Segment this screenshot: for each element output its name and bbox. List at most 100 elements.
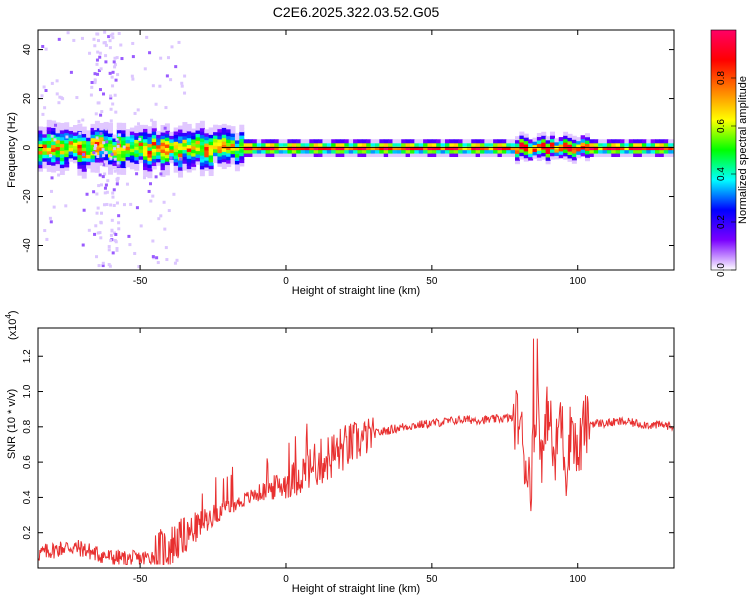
heatmap-cell: [318, 146, 324, 151]
heatmap-cell: [606, 152, 612, 158]
heatmap-cell: [114, 110, 118, 114]
heatmap-cell: [532, 144, 538, 149]
heatmap-cell: [309, 152, 315, 158]
heatmap-cell: [234, 136, 240, 141]
heatmap-cell: [331, 146, 337, 151]
x-tick-label: -50: [133, 276, 148, 287]
heatmap-cell: [370, 152, 376, 158]
heatmap-cell: [466, 146, 472, 151]
heatmap-cell: [646, 152, 652, 158]
heatmap-cell: [620, 149, 626, 154]
heatmap-cell: [213, 138, 219, 143]
heatmap-cell: [64, 125, 70, 130]
heatmap-cell: [80, 36, 84, 40]
heatmap-cell: [405, 152, 411, 158]
heatmap-cell: [115, 182, 119, 186]
heatmap-cell: [143, 169, 149, 174]
heatmap-cell: [68, 133, 74, 138]
heatmap-cell: [195, 150, 201, 155]
x-tick-label: 0: [283, 574, 289, 585]
heatmap-cell: [576, 150, 582, 155]
heatmap-cell: [374, 139, 380, 144]
heatmap-cell: [515, 143, 520, 148]
heatmap-cell: [611, 142, 617, 147]
snr-panel: -50 0 50 100 0.2 0.4 0.6 0.8 1.0 1.2 Height of s…: [4, 310, 675, 595]
heatmap-cell: [173, 161, 179, 166]
heatmap-cell: [127, 234, 131, 238]
heatmap-cell: [234, 150, 240, 155]
heatmap-cell: [423, 139, 429, 144]
heatmap-cell: [331, 139, 337, 144]
heatmap-cell: [73, 135, 78, 140]
heatmap-cell: [615, 152, 621, 158]
heatmap-cell: [383, 152, 389, 158]
heatmap-cell: [213, 158, 219, 164]
heatmap-cell: [353, 149, 359, 154]
heatmap-cell: [173, 148, 179, 153]
heatmap-cell: [637, 139, 643, 144]
heatmap-cell: [620, 146, 626, 151]
heatmap-cell: [169, 142, 175, 147]
heatmap-cell: [86, 130, 92, 135]
heatmap-cell: [550, 148, 555, 153]
heatmap-cell: [96, 206, 100, 210]
heatmap-cell: [147, 129, 153, 134]
heatmap-cell: [663, 152, 669, 158]
heatmap-cell: [147, 126, 153, 131]
heatmap-cell: [296, 149, 302, 154]
heatmap-cell: [234, 146, 240, 151]
heatmap-cell: [85, 192, 89, 196]
heatmap-cell: [501, 139, 507, 144]
heatmap-cell: [221, 151, 227, 156]
heatmap-cell: [580, 142, 586, 147]
heatmap-cell: [103, 128, 109, 133]
heatmap-cell: [239, 138, 245, 143]
heatmap-cell: [108, 46, 112, 50]
heatmap-cell: [90, 123, 96, 128]
heatmap-cell: [221, 123, 227, 128]
heatmap-cell: [113, 93, 117, 97]
heatmap-cell: [208, 165, 214, 170]
heatmap-cell: [466, 152, 472, 158]
heatmap-cell: [563, 155, 569, 160]
heatmap-cell: [637, 146, 643, 151]
heatmap-cell: [335, 152, 341, 158]
heatmap-cell: [497, 146, 503, 151]
heatmap-cell: [663, 139, 669, 144]
heatmap-cell: [178, 139, 184, 144]
heatmap-cell: [554, 138, 560, 143]
heatmap-cell: [318, 139, 324, 144]
heatmap-cell: [637, 149, 643, 154]
heatmap-cell: [99, 136, 105, 141]
heatmap-cell: [129, 134, 135, 139]
heatmap-cell: [81, 174, 87, 179]
heatmap-cell: [545, 136, 551, 141]
heatmap-cell: [94, 127, 100, 132]
heatmap-cell: [462, 139, 468, 144]
heatmap-cell: [111, 251, 115, 255]
heatmap-cell: [536, 150, 542, 155]
heatmap-cell: [59, 170, 65, 175]
heatmap-cell: [116, 170, 122, 175]
heatmap-cell: [99, 220, 103, 224]
heatmap-cell: [38, 147, 43, 152]
heatmap-cell: [109, 94, 113, 98]
heatmap-cell: [558, 137, 564, 142]
heatmap-cell: [458, 149, 464, 154]
heatmap-cell: [541, 131, 547, 136]
heatmap-cell: [107, 248, 111, 252]
heatmap-cell: [94, 152, 98, 156]
heatmap-cell: [269, 152, 275, 158]
heatmap-cell: [92, 151, 96, 155]
heatmap-cell: [51, 151, 57, 156]
heatmap-cell: [81, 160, 87, 165]
heatmap-cell: [160, 166, 166, 171]
heatmap-cell: [81, 126, 87, 131]
heatmap-cell: [173, 165, 179, 170]
heatmap-cell: [173, 261, 177, 265]
heatmap-cell: [624, 152, 630, 158]
heatmap-cell: [90, 137, 96, 142]
heatmap-cell: [160, 159, 166, 164]
heatmap-cell: [109, 233, 113, 237]
heatmap-cell: [158, 84, 162, 88]
